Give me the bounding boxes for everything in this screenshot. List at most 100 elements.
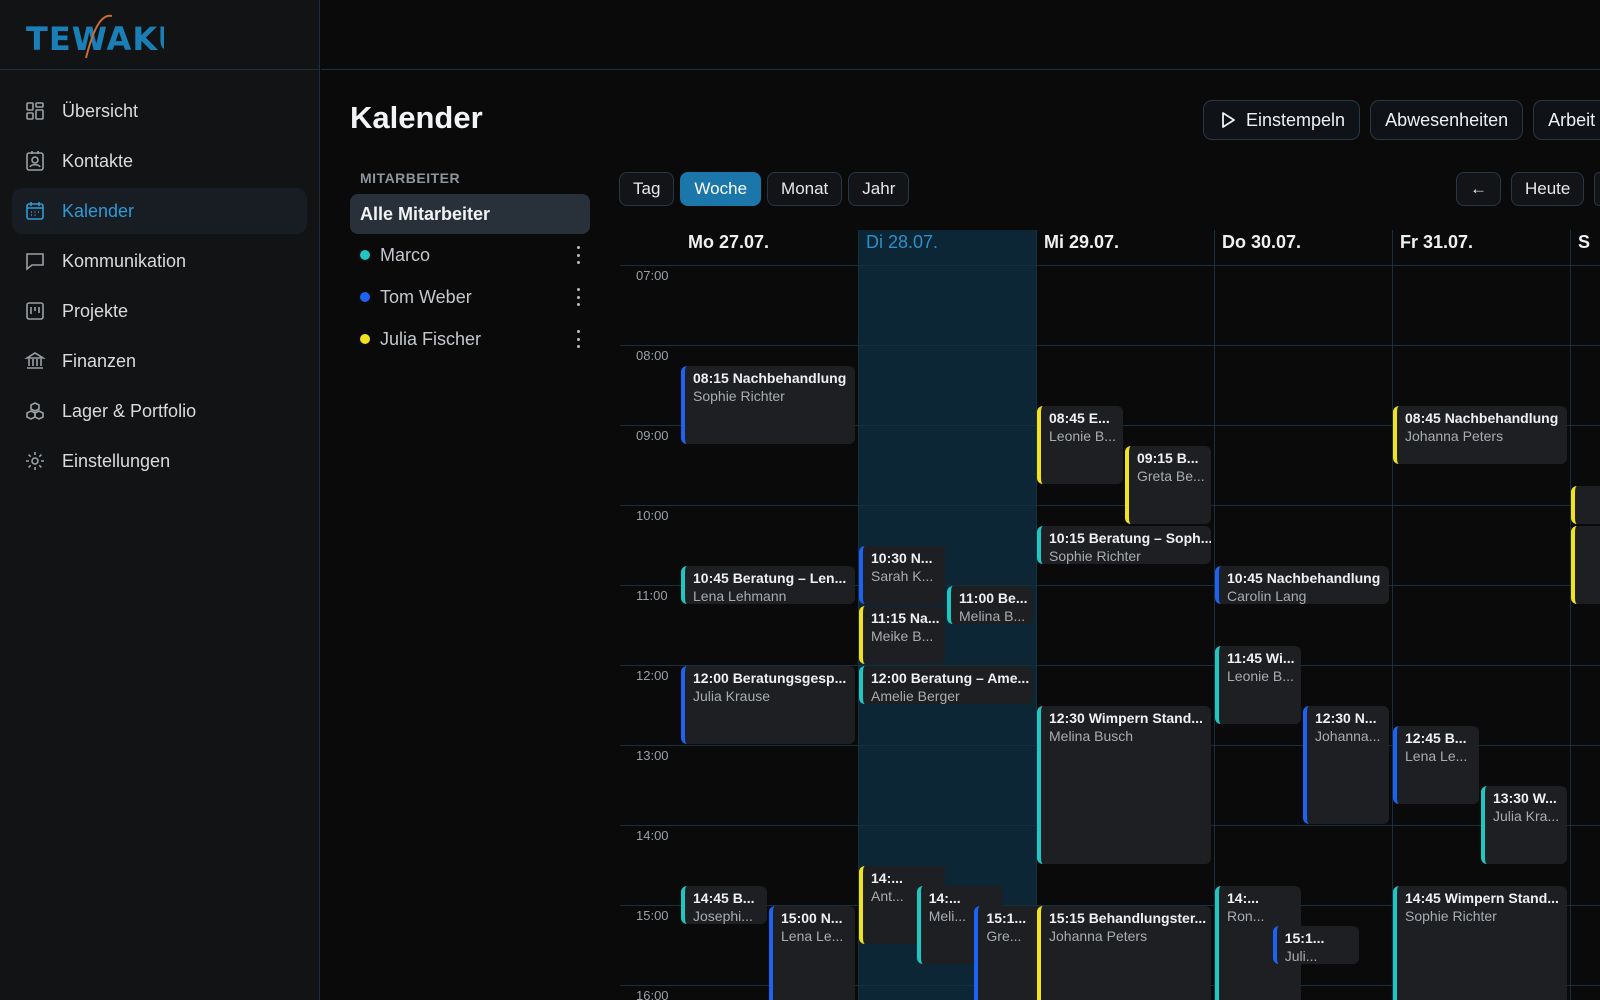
- event-client: Lena Le...: [781, 928, 844, 944]
- event-title: 15:1...: [1284, 930, 1325, 946]
- event-title: 10:15 Beratung – Soph...: [1049, 530, 1211, 546]
- calendar-event[interactable]: 08:15 Nachbehandlung Sophie Richter: [681, 366, 855, 444]
- sidebar-item-finanzen[interactable]: Finanzen: [12, 338, 307, 384]
- sidebar-item-kommunikation[interactable]: Kommunikation: [12, 238, 307, 284]
- calendar-event[interactable]: 10:45 Beratung – Len... Lena Lehmann: [681, 566, 855, 604]
- sidebar-item-label: Kalender: [62, 200, 135, 221]
- tab-year[interactable]: Jahr: [848, 172, 910, 206]
- day-divider: [1392, 230, 1393, 1000]
- all-employees-item[interactable]: Alle Mitarbeiter: [350, 194, 590, 234]
- calendar-event[interactable]: 12:30 Wimpern Stand... Melina Busch: [1037, 706, 1211, 864]
- employee-item[interactable]: Tom Weber: [350, 276, 590, 318]
- tab-month[interactable]: Monat: [767, 172, 843, 206]
- calendar-event[interactable]: 10:15 Beratung – Soph... Sophie Richter: [1037, 526, 1211, 564]
- view-switcher: Tag Woche Monat Jahr: [619, 172, 910, 206]
- event-client: Gre...: [986, 928, 1022, 944]
- employee-item[interactable]: Marco: [350, 234, 590, 276]
- tab-week[interactable]: Woche: [680, 172, 762, 206]
- time-label: 08:00: [636, 348, 669, 363]
- calendar-event[interactable]: 15:15 Behandlungster... Johanna Peters: [1037, 906, 1211, 1000]
- prev-week-button[interactable]: ←: [1456, 172, 1501, 206]
- calendar-event[interactable]: 12:00 Beratungsgesp... Julia Krause: [681, 666, 855, 744]
- absences-button[interactable]: Abwesenheiten: [1370, 100, 1524, 140]
- sidebar-item-projekte[interactable]: Projekte: [12, 288, 307, 334]
- clock-in-button[interactable]: Einstempeln: [1203, 100, 1361, 140]
- event-title: 15:00 N...: [781, 910, 843, 926]
- calendar-event[interactable]: 12:00 Beratung – Ame... Amelie Berger: [859, 666, 1033, 704]
- day-header[interactable]: Mi 29.07.: [1044, 232, 1120, 252]
- day-header[interactable]: S: [1578, 232, 1591, 252]
- calendar-event[interactable]: 08:45 Nachbehandlung Johanna Peters: [1393, 406, 1567, 464]
- next-week-button[interactable]: [1594, 172, 1600, 206]
- employee-filter: MITARBEITER Alle Mitarbeiter Marco Tom We…: [350, 170, 590, 360]
- sidebar-item-lager-portfolio[interactable]: Lager & Portfolio: [12, 388, 307, 434]
- calendar-event[interactable]: 11:45 Wi... Leonie B...: [1215, 646, 1301, 724]
- employee-item[interactable]: Julia Fischer: [350, 318, 590, 360]
- day-header[interactable]: Mo 27.07.: [688, 232, 770, 252]
- bank-icon: [24, 350, 46, 372]
- employee-heading: MITARBEITER: [360, 170, 461, 186]
- calendar-event[interactable]: 11:00 Be... Melina B...: [947, 586, 1033, 624]
- calendar-event[interactable]: [1571, 526, 1600, 604]
- sidebar-item-label: Einstellungen: [62, 450, 171, 471]
- top-bar: [321, 0, 1600, 70]
- event-client: Lena Lehmann: [693, 588, 787, 604]
- work-button[interactable]: Arbeit: [1533, 100, 1600, 140]
- calendar-event[interactable]: 15:00 N... Lena Le...: [769, 906, 855, 1000]
- event-title: 13:30 W...: [1493, 790, 1557, 806]
- day-header[interactable]: Fr 31.07.: [1400, 232, 1474, 252]
- more-options-icon[interactable]: [576, 288, 580, 306]
- employee-color-dot: [360, 250, 370, 260]
- sidebar-item-kalender[interactable]: Kalender: [12, 188, 307, 234]
- calendar-event[interactable]: 09:15 B... Greta Be...: [1125, 446, 1211, 524]
- event-client: Meli...: [928, 908, 967, 924]
- day-header[interactable]: Di 28.07.: [866, 232, 939, 252]
- event-client: Sarah K...: [871, 568, 934, 584]
- sidebar-item-übersicht[interactable]: Übersicht: [12, 88, 307, 134]
- event-client: Johanna Peters: [1049, 928, 1148, 944]
- calendar-event[interactable]: 14:45 Wimpern Stand... Sophie Richter: [1393, 886, 1567, 1000]
- more-options-icon[interactable]: [576, 330, 580, 348]
- event-title: 14:45 Wimpern Stand...: [1405, 890, 1559, 906]
- event-client: Leonie B...: [1049, 428, 1116, 444]
- event-title: 11:15 Na...: [871, 610, 940, 626]
- calendar-event[interactable]: 10:45 Nachbehandlung Carolin Lang: [1215, 566, 1389, 604]
- event-client: Johanna...: [1315, 728, 1381, 744]
- sidebar-item-kontakte[interactable]: Kontakte: [12, 138, 307, 184]
- calendar-event[interactable]: [1571, 486, 1600, 524]
- more-options-icon[interactable]: [576, 246, 580, 264]
- calendar-event[interactable]: 13:30 W... Julia Kra...: [1481, 786, 1567, 864]
- tab-day[interactable]: Tag: [619, 172, 675, 206]
- sidebar-nav: Übersicht Kontakte Kalender Kommunikation Pr…: [0, 70, 319, 484]
- calendar-event[interactable]: 12:45 B... Lena Le...: [1393, 726, 1479, 804]
- day-divider: [1570, 230, 1571, 1000]
- event-title: 12:30 Wimpern Stand...: [1049, 710, 1203, 726]
- event-client: Lena Le...: [1405, 748, 1468, 764]
- calendar-event[interactable]: 10:30 N... Sarah K...: [859, 546, 945, 604]
- calendar-event[interactable]: 15:1... Juli...: [1272, 926, 1359, 964]
- hour-gridline: [620, 585, 1600, 586]
- date-navigation: ← Heute: [1456, 172, 1600, 206]
- day-header[interactable]: Do 30.07.: [1222, 232, 1302, 252]
- boxes-icon: [24, 400, 46, 422]
- event-client: Amelie Berger: [871, 688, 960, 704]
- calendar-event[interactable]: 08:45 E... Leonie B...: [1037, 406, 1123, 484]
- day-divider: [1214, 230, 1215, 1000]
- calendar-event[interactable]: 14:45 B... Josephi...: [681, 886, 767, 924]
- chat-icon: [24, 250, 46, 272]
- calendar-event[interactable]: 11:15 Na... Meike B...: [859, 606, 945, 664]
- brand-logo[interactable]: TEWAKU: [24, 6, 184, 66]
- event-client: Sophie Richter: [1049, 548, 1141, 564]
- event-title: 11:45 Wi...: [1227, 650, 1295, 666]
- today-button[interactable]: Heute: [1511, 172, 1585, 206]
- time-label: 13:00: [636, 748, 669, 763]
- event-client: Julia Kra...: [1493, 808, 1560, 824]
- event-client: Josephi...: [693, 908, 753, 924]
- event-title: 12:30 N...: [1315, 710, 1377, 726]
- hour-gridline: [620, 905, 1600, 906]
- sidebar-item-einstellungen[interactable]: Einstellungen: [12, 438, 307, 484]
- calendar-event[interactable]: 12:30 N... Johanna...: [1303, 706, 1389, 824]
- event-title: 15:15 Behandlungster...: [1049, 910, 1207, 926]
- event-title: 09:15 B...: [1137, 450, 1199, 466]
- hour-gridline: [620, 345, 1600, 346]
